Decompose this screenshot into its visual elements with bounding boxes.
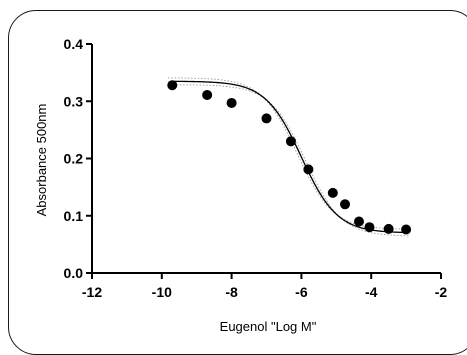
data-point (364, 222, 375, 233)
data-point (285, 136, 296, 147)
y-tick-label: 0.0 (64, 265, 84, 281)
data-point (353, 216, 364, 227)
y-tick-label: 0.2 (64, 151, 84, 167)
axes: 0.0 0.1 0.2 0.3 0.4 -12 -10 -8 -6 -4 -2 (64, 36, 448, 300)
y-tick-label: 0.3 (64, 93, 84, 109)
plot-area (167, 77, 412, 237)
y-tick-label: 0.1 (64, 208, 84, 224)
x-tick-label: -6 (295, 284, 308, 300)
data-point (383, 223, 394, 234)
y-tick-label: 0.4 (64, 36, 84, 52)
data-point (226, 97, 237, 108)
data-point (202, 89, 213, 100)
x-tick-label: -8 (225, 284, 238, 300)
data-point (340, 199, 351, 210)
x-axis-title: Eugenol "Log M" (220, 319, 317, 334)
x-tick-label: -4 (365, 284, 378, 300)
data-point (303, 164, 314, 175)
data-point (167, 80, 178, 91)
x-tick-label: -2 (435, 284, 448, 300)
x-tick-label: -10 (152, 284, 172, 300)
y-axis-title: Absorbance 500nm (34, 104, 49, 217)
x-tick-label: -12 (82, 284, 102, 300)
confidence-band-upper (168, 77, 402, 230)
data-point (401, 224, 412, 235)
fit-curve (172, 80, 407, 234)
data-point (261, 113, 272, 124)
chart-frame (8, 10, 467, 355)
data-point (327, 187, 338, 198)
chart-plot: 0.0 0.1 0.2 0.3 0.4 -12 -10 -8 -6 -4 -2 Eugenol "L… (34, 36, 448, 334)
confidence-band-lower (176, 84, 411, 237)
